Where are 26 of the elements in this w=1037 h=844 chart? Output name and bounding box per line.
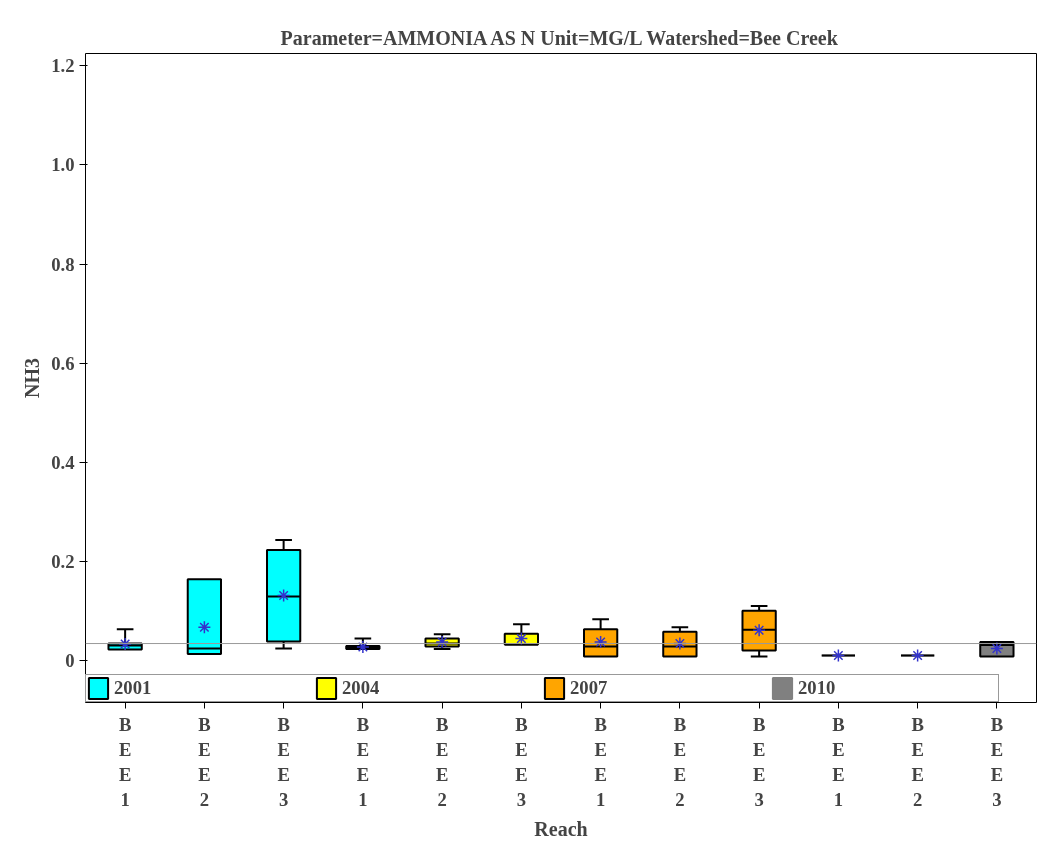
y-tick-label: 0.2 <box>51 550 75 572</box>
y-tick-label: 0 <box>65 649 75 671</box>
x-tick-label: BEE3 <box>990 713 1004 811</box>
x-tick-label: BEE3 <box>277 713 290 811</box>
x-tick-label: BEE2 <box>673 713 687 811</box>
y-tick-label: 0.6 <box>51 352 75 374</box>
x-tick-label: BEE1 <box>594 713 607 811</box>
x-tick-label: BEE3 <box>752 713 766 811</box>
legend-label: 2004 <box>342 677 381 699</box>
legend-label: 2001 <box>114 677 153 699</box>
y-axis-title: NH3 <box>21 358 44 398</box>
y-tick-label: 0.4 <box>51 451 75 473</box>
x-tick-label: BEE2 <box>435 713 449 811</box>
x-tick-label: BEE1 <box>118 713 132 811</box>
legend-label: 2007 <box>570 677 609 699</box>
x-tick-label: BEE2 <box>911 713 924 811</box>
x-axis-title: Reach <box>534 818 588 841</box>
x-tick-label: BEE2 <box>198 713 211 811</box>
y-tick-label: 0.8 <box>51 253 75 275</box>
x-tick-label: BEE1 <box>832 713 845 811</box>
chart-title: Parameter=AMMONIA AS N Unit=MG/L Watershed=Bee Creek <box>280 26 839 49</box>
y-tick-label: 1.0 <box>51 154 75 176</box>
legend-label: 2010 <box>798 677 837 699</box>
y-tick-label: 1.2 <box>51 55 75 77</box>
x-tick-label: BEE3 <box>515 713 528 811</box>
x-tick-label: BEE1 <box>356 713 370 811</box>
